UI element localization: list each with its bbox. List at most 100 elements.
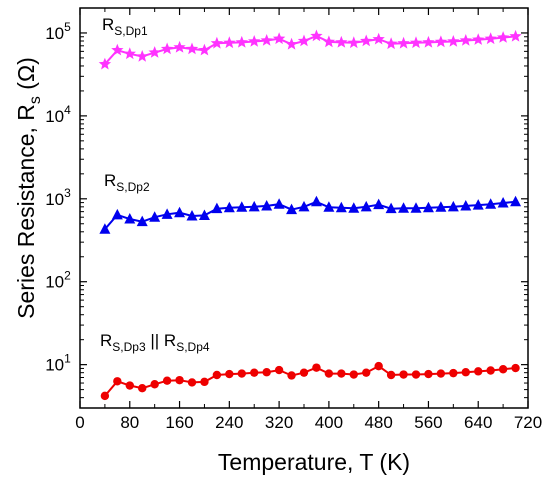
- star-point: [136, 50, 149, 62]
- triangle-point: [335, 201, 347, 213]
- star-point: [422, 35, 435, 48]
- series-3: [100, 361, 520, 401]
- x-tick-label: 640: [464, 413, 492, 432]
- circle-point: [175, 375, 184, 385]
- y-tick-label: 101: [45, 352, 71, 375]
- triangle-point: [323, 201, 335, 212]
- triangle-point: [211, 202, 223, 214]
- triangle-point: [385, 202, 397, 214]
- axes: 0 80 160 240 320 400 480 560 640 720 101 102 103 104 1…: [45, 7, 542, 432]
- triangle-point: [398, 202, 410, 213]
- star-point: [223, 36, 236, 49]
- series-1-line: [104, 34, 516, 65]
- triangle-point: [298, 200, 310, 212]
- circle-point: [424, 369, 433, 379]
- triangle-point: [286, 203, 298, 215]
- star-point: [297, 34, 311, 47]
- x-tick-label: 240: [215, 413, 243, 432]
- star-point: [160, 42, 174, 55]
- circle-point: [374, 361, 383, 371]
- star-point: [235, 35, 248, 48]
- x-tick-label: 400: [315, 413, 343, 432]
- x-tick-label: 560: [414, 413, 442, 432]
- series-2-line: [104, 200, 516, 230]
- circle-point: [474, 367, 483, 376]
- x-tick-label: 0: [75, 413, 84, 432]
- star-point: [360, 34, 373, 47]
- circle-point: [100, 391, 110, 401]
- star-point: [322, 35, 336, 48]
- circle-point: [449, 368, 458, 378]
- circle-point: [349, 370, 358, 379]
- triangle-point: [435, 201, 447, 212]
- circle-point: [225, 369, 234, 379]
- star-point: [248, 35, 261, 47]
- circle-point: [287, 371, 296, 380]
- x-tick-label: 320: [265, 413, 293, 432]
- circle-point: [299, 368, 309, 377]
- star-point: [123, 47, 136, 60]
- triangle-point: [236, 201, 248, 212]
- star-point: [409, 36, 423, 49]
- star-point: [384, 37, 398, 50]
- triangle-point: [472, 199, 484, 210]
- triangle-point: [261, 199, 273, 211]
- triangle-point: [149, 211, 161, 222]
- circle-point: [498, 365, 508, 374]
- circle-point: [386, 370, 396, 380]
- triangle-point: [111, 208, 123, 220]
- star-point: [434, 35, 448, 48]
- triangle-point: [360, 200, 372, 212]
- star-point: [185, 42, 199, 55]
- series-1-label: RS,Dp1: [102, 15, 148, 38]
- star-point: [472, 33, 485, 45]
- y-tick-label: 105: [45, 20, 71, 43]
- star-point: [111, 43, 124, 56]
- triangle-point: [373, 198, 385, 210]
- circle-point: [399, 370, 408, 379]
- triangle-point: [186, 210, 198, 221]
- circle-point: [337, 369, 346, 378]
- series-3-line: [104, 364, 516, 397]
- star-point: [459, 34, 472, 46]
- triangle-point: [136, 215, 148, 227]
- star-point: [98, 57, 112, 70]
- x-tick-label: 480: [364, 413, 392, 432]
- circle-point: [187, 378, 197, 387]
- y-axis-title-sub: s: [27, 96, 44, 104]
- series-layer: [98, 29, 522, 401]
- star-point: [335, 35, 348, 48]
- star-point: [447, 35, 460, 47]
- star-point: [310, 29, 323, 42]
- series-labels: RS,Dp1 RS,Dp2 RS,Dp3 || RS,Dp4: [100, 15, 210, 354]
- x-tick-label: 720: [514, 413, 542, 432]
- circle-point: [125, 381, 134, 390]
- star-point: [148, 46, 161, 58]
- star-point: [484, 32, 497, 45]
- triangle-point: [248, 200, 260, 212]
- triangle-point: [273, 198, 285, 209]
- y-axis-title: Series Resistance, Rs (Ω): [13, 57, 44, 319]
- triangle-point: [99, 223, 111, 234]
- star-point: [285, 37, 298, 50]
- triangle-point: [485, 198, 497, 209]
- circle-point: [436, 369, 446, 378]
- x-axis-title: Temperature, T (K): [218, 449, 410, 475]
- circle-point: [113, 377, 122, 386]
- star-point: [347, 36, 360, 49]
- circle-point: [511, 363, 520, 373]
- y-tick-label: 103: [45, 186, 71, 209]
- series-1: [98, 29, 522, 70]
- circle-point: [150, 380, 159, 389]
- circle-point: [324, 369, 334, 378]
- triangle-point: [447, 200, 459, 212]
- circle-point: [237, 369, 246, 378]
- circle-point: [162, 376, 172, 385]
- circle-point: [486, 366, 495, 375]
- circle-point: [212, 370, 222, 380]
- circle-point: [461, 368, 470, 377]
- triangle-point: [348, 202, 360, 213]
- series-2-label: RS,Dp2: [104, 171, 150, 194]
- triangle-point: [497, 196, 509, 208]
